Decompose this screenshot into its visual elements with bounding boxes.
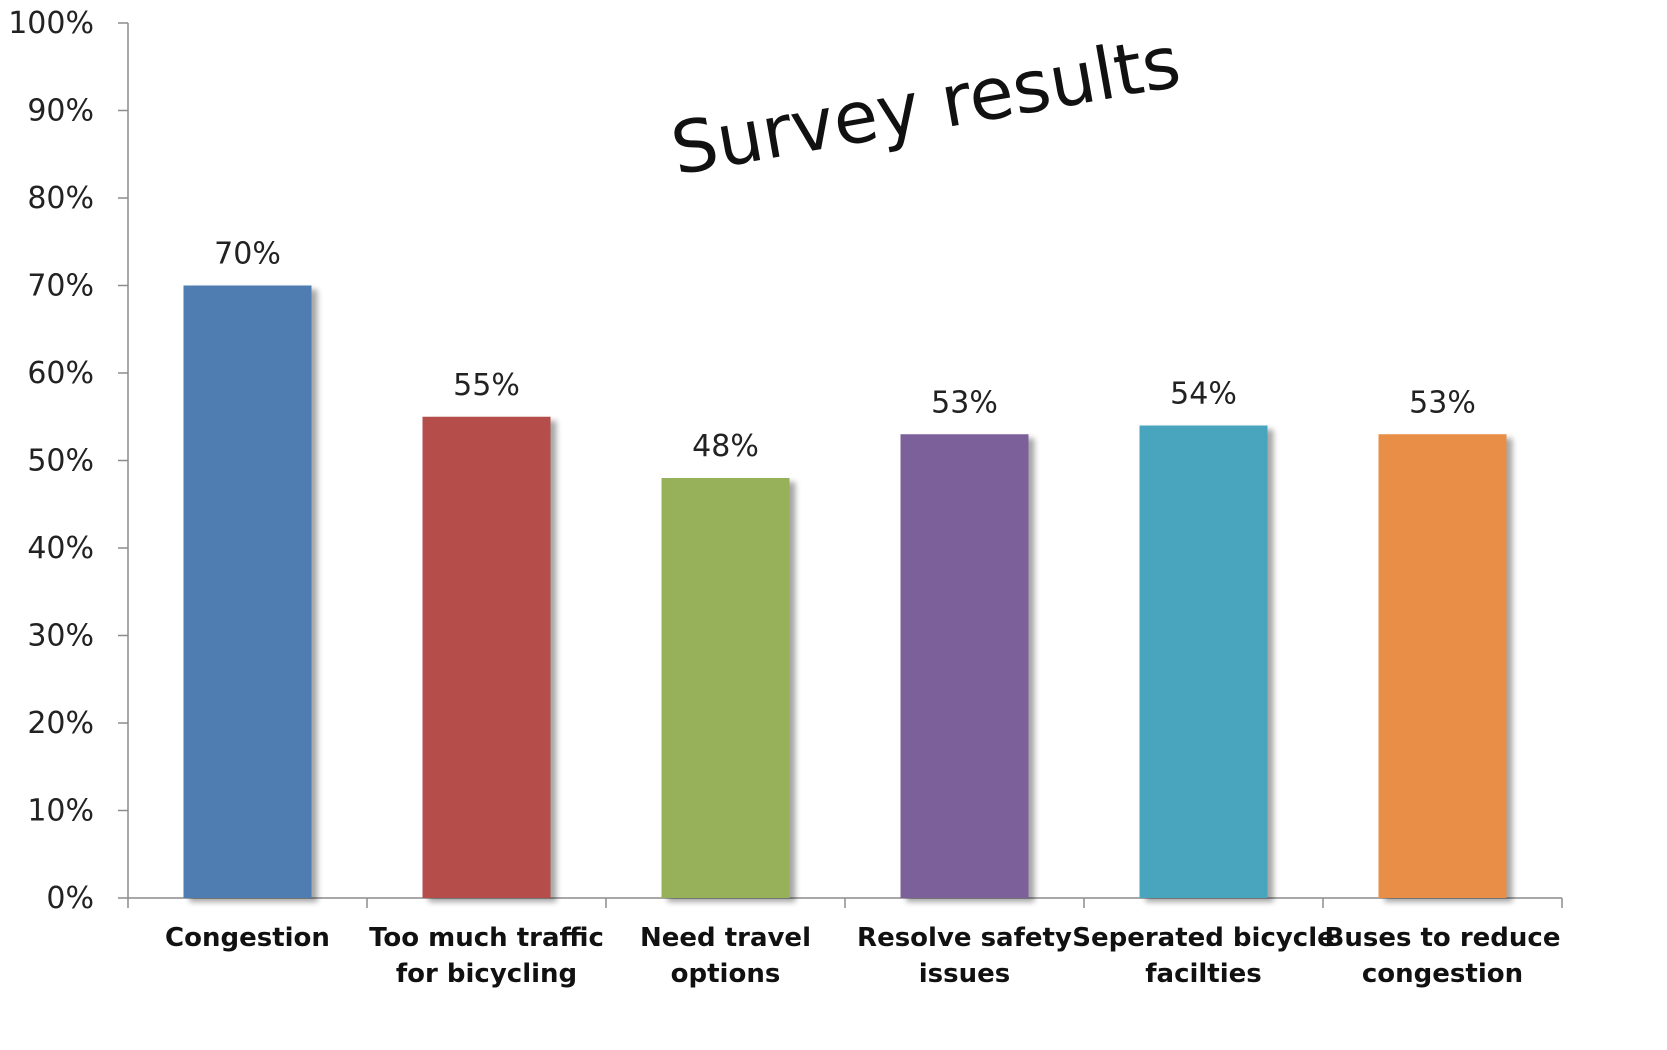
bar — [661, 478, 790, 898]
data-label: 53% — [1409, 385, 1476, 420]
data-label: 70% — [214, 237, 281, 272]
y-tick-label: 100% — [8, 6, 94, 41]
axes: 0% 10% 20% 30% 40% 50% 60% 70% 80% 90% 100% — [8, 6, 1563, 916]
bar — [900, 434, 1029, 898]
category-label: Need travel — [640, 923, 811, 953]
category-label: Resolve safety — [857, 923, 1072, 953]
y-tick-label: 10% — [27, 794, 94, 829]
data-label: 55% — [453, 368, 520, 403]
y-tick-label: 20% — [27, 706, 94, 741]
y-tick-label: 40% — [27, 531, 94, 566]
bars — [183, 285, 1507, 898]
chart-title-group: Survey results — [665, 19, 1186, 191]
y-tick-label: 70% — [27, 269, 94, 304]
data-label: 54% — [1170, 377, 1237, 412]
bar — [1378, 434, 1507, 898]
labels: 70% Congestion 55% Too much traffic for bicy… — [165, 237, 1560, 990]
category-label: Congestion — [165, 923, 330, 953]
category-label: issues — [919, 959, 1010, 989]
category-label: Too much traffic — [369, 923, 604, 953]
y-tick-label: 90% — [27, 94, 94, 129]
bar — [422, 416, 551, 898]
category-label: options — [671, 959, 781, 989]
category-label: Seperated bicycle — [1072, 923, 1335, 953]
chart-title: Survey results — [665, 19, 1186, 191]
category-label: Buses to reduce — [1325, 923, 1561, 953]
data-label: 53% — [931, 385, 998, 420]
y-tick-label: 60% — [27, 356, 94, 391]
category-label: for bicycling — [396, 959, 577, 989]
y-tick-label: 30% — [27, 619, 94, 654]
category-label: congestion — [1362, 959, 1523, 989]
data-label: 48% — [692, 429, 759, 464]
y-tick-label: 80% — [27, 181, 94, 216]
category-label: facilties — [1145, 959, 1262, 989]
bar — [183, 285, 312, 898]
y-tick-label: 50% — [27, 444, 94, 479]
bar — [1139, 425, 1268, 898]
y-tick-label: 0% — [46, 881, 94, 916]
